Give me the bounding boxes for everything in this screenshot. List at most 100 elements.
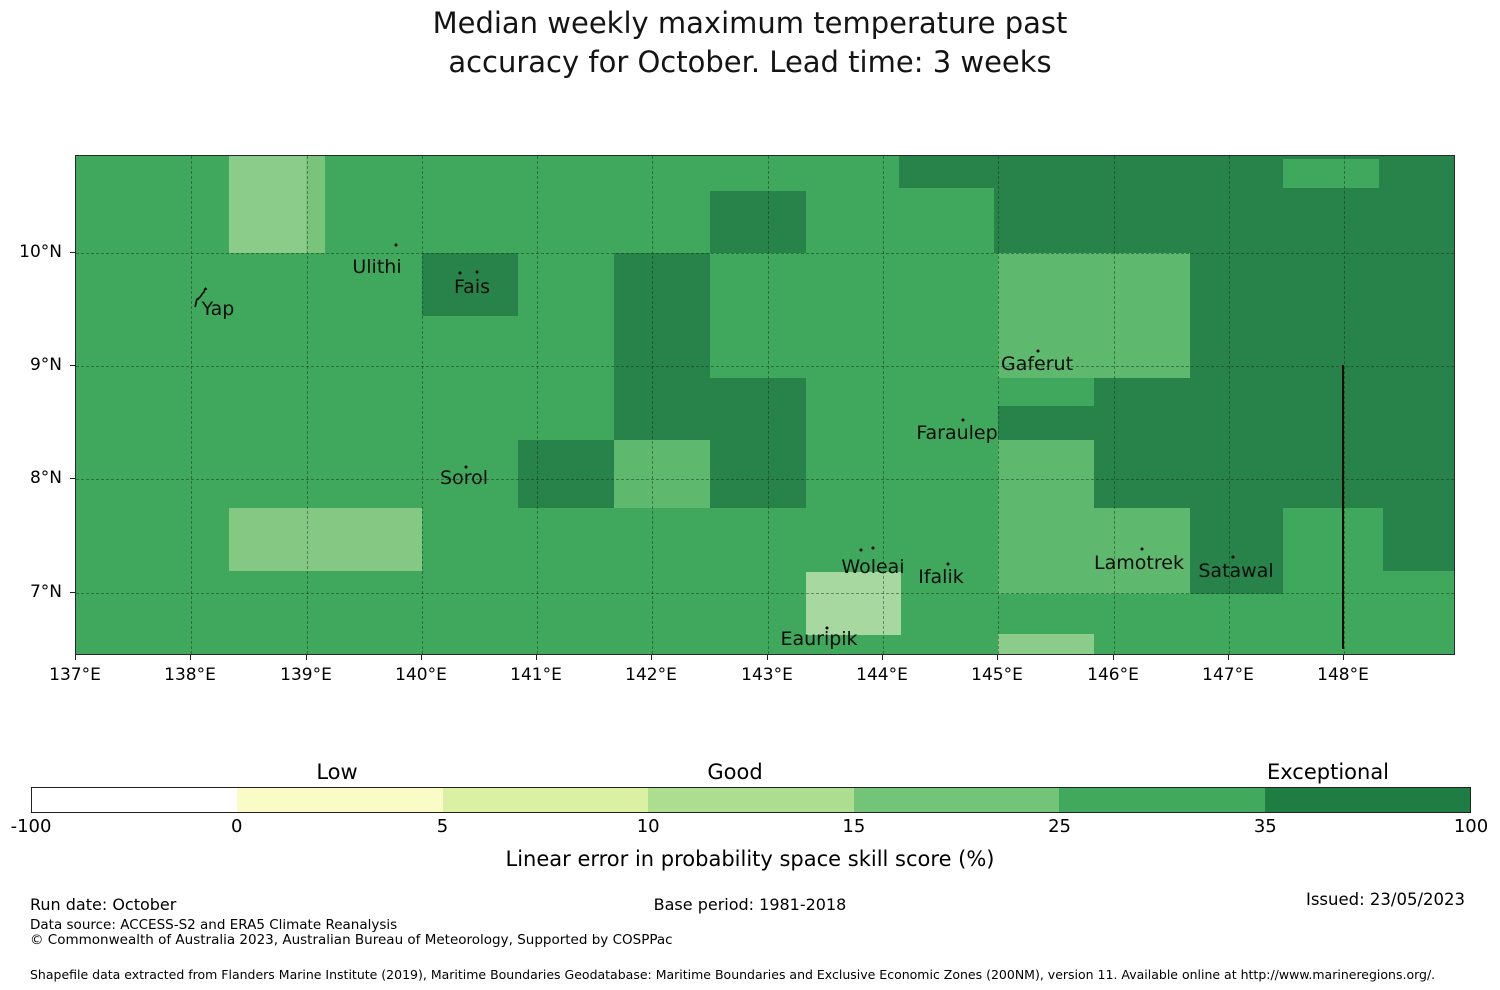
grid-cell [1287,440,1383,508]
y-tick-label: 10°N [19,242,62,262]
run-date-text: Run date: October [30,895,177,914]
colorbar-tick-label: 100 [1453,816,1489,837]
x-tick-mark [1113,655,1114,660]
colorbar-segment [237,788,443,812]
island-marker [961,418,965,422]
x-tick-mark [1228,655,1229,660]
map-plot: Yap Ulithi Fais Sorol Gaferut Faraulep Woleai I… [75,155,1455,655]
island-marker [1036,349,1040,353]
colorbar-axis-label: Linear error in probability space skill … [505,847,995,871]
x-tick-label: 143°E [741,665,793,685]
x-tick-label: 139°E [280,665,332,685]
graticule-line [76,479,1454,480]
y-tick-mark [70,365,75,366]
base-period-text: Base period: 1981-2018 [653,895,847,914]
colorbar-tick-label: 0 [230,816,243,837]
graticule-line [883,156,884,654]
island-marker [825,626,829,630]
grid-cell [614,440,710,508]
x-tick-mark [421,655,422,660]
grid-cell [806,572,901,635]
colorbar [31,787,1471,813]
colorbar-segment [1059,788,1265,812]
island-marker [946,562,950,566]
x-tick-mark [997,655,998,660]
graticule-line [1229,156,1230,654]
y-tick-label: 9°N [29,355,62,375]
island-marker [1231,555,1235,559]
x-tick-label: 148°E [1317,665,1369,685]
chart-title-line2: accuracy for October. Lead time: 3 weeks [448,45,1052,79]
graticule-line [76,593,1454,594]
island-marker [871,546,875,550]
x-tick-mark [651,655,652,660]
x-tick-mark [1343,655,1344,660]
island-label-ulithi: Ulithi [352,256,402,278]
y-tick-label: 7°N [29,582,62,602]
colorbar-category-good: Good [707,760,763,784]
graticule-line [76,366,1454,367]
island-label-woleai: Woleai [841,556,905,578]
island-marker [394,243,398,247]
grid-cell [1094,508,1190,594]
y-tick-label: 8°N [29,468,62,488]
x-tick-label: 140°E [395,665,447,685]
colorbar-segment [442,788,649,812]
island-label-eauripik: Eauripik [780,628,858,650]
island-label-faraulep: Faraulep [916,422,998,444]
grid-cell [229,508,422,571]
x-tick-mark [536,655,537,660]
colorbar-category-low: Low [316,760,358,784]
grid-cell [998,406,1094,440]
island-marker [458,271,462,275]
island-label-ifalik: Ifalik [918,566,964,588]
colorbar-tick-label: 10 [636,816,660,837]
island-label-fais: Fais [453,276,491,298]
colorbar-segment [32,788,238,812]
y-tick-mark [70,592,75,593]
colorbar-segment [853,788,1060,812]
x-tick-label: 145°E [971,665,1023,685]
issued-date-text: Issued: 23/05/2023 [1305,890,1465,909]
colorbar-tick-label: 15 [842,816,866,837]
island-label-sorol: Sorol [440,467,488,489]
x-tick-label: 137°E [49,665,101,685]
x-tick-label: 146°E [1087,665,1139,685]
colorbar-tick-label: 35 [1253,816,1277,837]
grid-cell [710,440,806,508]
colorbar-category-exceptional: Exceptional [1266,760,1390,784]
island-label-gaferut: Gaferut [1000,353,1074,375]
colorbar-tick-label: 25 [1048,816,1072,837]
grid-cell [1094,378,1454,440]
island-marker [464,465,468,469]
island-label-lamotrek: Lamotrek [1094,552,1184,574]
island-marker [859,548,863,552]
graticule-line [422,156,423,654]
colorbar-tick-label: -100 [10,816,52,837]
grid-cell [306,156,325,253]
grid-cell [710,191,806,253]
graticule-line [76,253,1454,254]
graticule-line [1114,156,1115,654]
x-tick-mark [75,655,76,660]
data-source-text: Data source: ACCESS-S2 and ERA5 Climate … [30,917,398,933]
grid-cell [1190,253,1454,378]
island-marker [475,270,479,274]
graticule-line [768,156,769,654]
grid-cell [614,253,710,378]
grid-cell [614,378,806,440]
graticule-line [998,156,999,654]
island-label-satawal: Satawal [1198,560,1274,582]
grid-cell [1383,440,1454,571]
grid-cell [1190,440,1287,594]
island-marker [1140,547,1144,551]
y-tick-mark [70,478,75,479]
x-tick-label: 147°E [1202,665,1254,685]
island-label-yap: Yap [201,298,235,320]
grid-cell [998,634,1094,654]
y-tick-mark [70,252,75,253]
x-tick-label: 141°E [510,665,562,685]
graticule-line [191,156,192,654]
x-tick-label: 138°E [164,665,216,685]
